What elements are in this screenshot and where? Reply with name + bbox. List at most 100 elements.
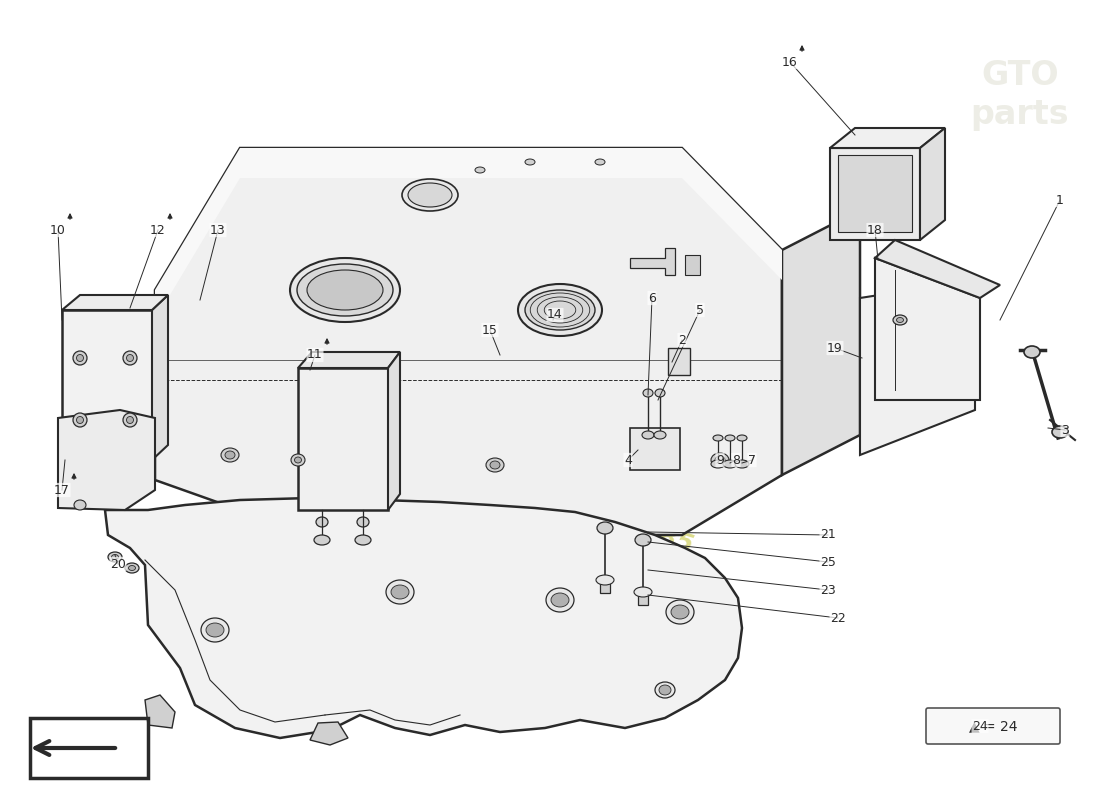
Ellipse shape — [525, 159, 535, 165]
Ellipse shape — [896, 318, 903, 322]
Ellipse shape — [666, 600, 694, 624]
Ellipse shape — [292, 454, 305, 466]
Polygon shape — [920, 128, 945, 240]
Ellipse shape — [314, 535, 330, 545]
Text: 21: 21 — [821, 529, 836, 542]
Ellipse shape — [525, 290, 595, 330]
Ellipse shape — [725, 435, 735, 441]
Ellipse shape — [126, 354, 133, 362]
Text: GTO
parts: GTO parts — [970, 59, 1069, 130]
Ellipse shape — [311, 453, 329, 467]
Ellipse shape — [654, 682, 675, 698]
Ellipse shape — [206, 623, 224, 637]
Ellipse shape — [390, 585, 409, 599]
Text: 25: 25 — [821, 555, 836, 569]
Polygon shape — [638, 592, 648, 605]
Text: 19: 19 — [827, 342, 843, 354]
Ellipse shape — [490, 461, 500, 469]
Ellipse shape — [123, 413, 138, 427]
Text: 22: 22 — [830, 611, 846, 625]
Polygon shape — [152, 295, 168, 460]
Polygon shape — [298, 352, 400, 368]
Polygon shape — [830, 128, 945, 148]
Text: 16: 16 — [782, 55, 797, 69]
Text: 23: 23 — [821, 583, 836, 597]
Ellipse shape — [402, 179, 458, 211]
Ellipse shape — [108, 552, 122, 562]
Polygon shape — [630, 248, 675, 275]
Polygon shape — [860, 280, 975, 455]
Ellipse shape — [358, 517, 368, 527]
Text: 11: 11 — [307, 349, 323, 362]
Ellipse shape — [74, 500, 86, 510]
Polygon shape — [838, 155, 912, 232]
Polygon shape — [685, 255, 700, 275]
Ellipse shape — [635, 534, 651, 546]
Polygon shape — [310, 722, 348, 745]
Ellipse shape — [713, 435, 723, 441]
Ellipse shape — [307, 270, 383, 310]
Polygon shape — [668, 348, 690, 375]
Ellipse shape — [408, 183, 452, 207]
Text: 1: 1 — [1056, 194, 1064, 206]
Ellipse shape — [1052, 426, 1068, 438]
Ellipse shape — [659, 685, 671, 695]
Ellipse shape — [386, 580, 414, 604]
Ellipse shape — [654, 389, 666, 397]
Ellipse shape — [73, 413, 87, 427]
Text: 18: 18 — [867, 223, 883, 237]
Text: 12: 12 — [150, 223, 166, 237]
Polygon shape — [782, 210, 860, 475]
Ellipse shape — [642, 431, 654, 439]
Ellipse shape — [596, 575, 614, 585]
Text: 5: 5 — [696, 303, 704, 317]
Polygon shape — [155, 148, 782, 535]
Ellipse shape — [644, 389, 653, 397]
Ellipse shape — [315, 456, 324, 464]
Text: 9: 9 — [716, 454, 724, 466]
Text: 10: 10 — [51, 223, 66, 237]
Polygon shape — [830, 148, 920, 240]
Text: 6: 6 — [648, 291, 656, 305]
Ellipse shape — [737, 435, 747, 441]
Text: 2: 2 — [678, 334, 686, 346]
Ellipse shape — [671, 605, 689, 619]
Ellipse shape — [735, 460, 749, 468]
Ellipse shape — [123, 351, 138, 365]
Ellipse shape — [475, 167, 485, 173]
Ellipse shape — [316, 517, 328, 527]
Ellipse shape — [715, 456, 725, 464]
Text: ▲ = 24: ▲ = 24 — [969, 719, 1018, 733]
Ellipse shape — [290, 258, 400, 322]
Polygon shape — [62, 295, 168, 310]
Ellipse shape — [129, 566, 135, 570]
Ellipse shape — [1024, 346, 1040, 358]
Ellipse shape — [355, 535, 371, 545]
Ellipse shape — [125, 563, 139, 573]
Ellipse shape — [711, 460, 725, 468]
Ellipse shape — [221, 448, 239, 462]
Ellipse shape — [654, 431, 666, 439]
Text: 13: 13 — [210, 223, 225, 237]
Ellipse shape — [297, 264, 393, 316]
Text: 17: 17 — [54, 483, 70, 497]
Ellipse shape — [111, 554, 119, 559]
Text: 15: 15 — [482, 323, 498, 337]
Ellipse shape — [77, 354, 84, 362]
Polygon shape — [630, 428, 680, 470]
Ellipse shape — [126, 417, 133, 423]
Text: 14: 14 — [547, 309, 563, 322]
Text: 3: 3 — [1062, 423, 1069, 437]
Ellipse shape — [226, 451, 235, 459]
Ellipse shape — [77, 417, 84, 423]
Polygon shape — [104, 498, 743, 738]
Ellipse shape — [634, 587, 652, 597]
Ellipse shape — [295, 457, 301, 463]
Ellipse shape — [723, 460, 737, 468]
Ellipse shape — [893, 315, 907, 325]
Polygon shape — [388, 352, 400, 510]
Text: a passion for parts since 1985: a passion for parts since 1985 — [284, 403, 696, 557]
Polygon shape — [874, 240, 1000, 298]
FancyBboxPatch shape — [926, 708, 1060, 744]
Ellipse shape — [597, 522, 613, 534]
